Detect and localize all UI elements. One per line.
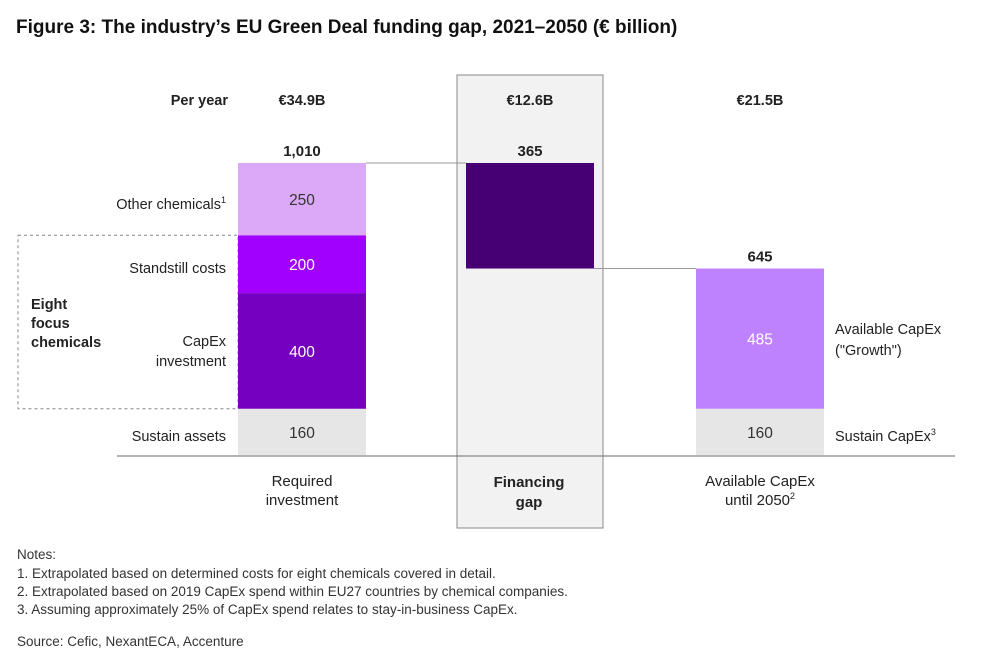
label-available-capex-line2: ("Growth") (835, 343, 902, 359)
note-2: 2. Extrapolated based on 2019 CapEx spen… (17, 584, 568, 599)
category-label-2-line1: Available CapEx (705, 473, 815, 490)
segment-value-0-2: 200 (289, 257, 315, 274)
category-label-0-line2: investment (266, 492, 339, 509)
waterfall-chart: 160 400 200 250 160 485 1,010 365 645 Per year €34… (17, 74, 955, 529)
label-other-chemicals: Other chemicals1 (116, 195, 226, 213)
per-year-label: Per year (171, 93, 229, 109)
label-sustain-assets: Sustain assets (132, 429, 226, 445)
label-sustain-capex: Sustain CapEx3 (835, 427, 936, 445)
label-available-capex-line1: Available CapEx (835, 322, 942, 338)
bar-segment-2-0 (696, 408, 824, 455)
segment-value-0-0: 160 (289, 425, 315, 442)
bar-segment-0-0 (238, 408, 366, 455)
segment-value-2-0: 160 (747, 425, 773, 442)
category-label-2-line2: until 20502 (725, 491, 795, 509)
group-label-line-0: Eight (31, 297, 67, 313)
group-label-line-1: focus (31, 316, 70, 332)
label-standstill-costs: Standstill costs (129, 261, 226, 277)
note-3: 3. Assuming approximately 25% of CapEx s… (17, 602, 518, 617)
segment-value-2-1: 485 (747, 332, 773, 349)
notes-heading: Notes: (17, 547, 57, 562)
label-capex-line1: CapEx (182, 334, 226, 350)
category-label-1-line1: Financing (494, 474, 565, 491)
bar-segment-0-1 (238, 293, 366, 409)
bar-segment-2-1 (696, 268, 824, 409)
bar-segment-1-0 (466, 163, 594, 269)
financing-gap-panel (456, 74, 604, 529)
chart-title: Figure 3: The industry’s EU Green Deal f… (16, 17, 678, 38)
note-1: 1. Extrapolated based on determined cost… (17, 566, 496, 581)
bar-total-2: 645 (747, 249, 772, 266)
category-label-1-line2: gap (516, 494, 543, 511)
per-year-value-0: €34.9B (279, 93, 326, 109)
source-note: Source: Cefic, NexantECA, Accenture (17, 634, 244, 649)
bar-total-1: 365 (517, 143, 542, 160)
segment-value-0-3: 250 (289, 192, 315, 209)
bar-total-0: 1,010 (283, 143, 321, 160)
segment-value-0-1: 400 (289, 344, 315, 361)
label-capex-line2: investment (156, 354, 226, 370)
per-year-value-2: €21.5B (737, 93, 784, 109)
bar-segment-0-3 (238, 163, 366, 236)
bar-segment-0-2 (238, 235, 366, 294)
group-label-line-2: chemicals (31, 335, 101, 351)
category-label-0-line1: Required (272, 473, 333, 490)
per-year-value-1: €12.6B (507, 93, 554, 109)
